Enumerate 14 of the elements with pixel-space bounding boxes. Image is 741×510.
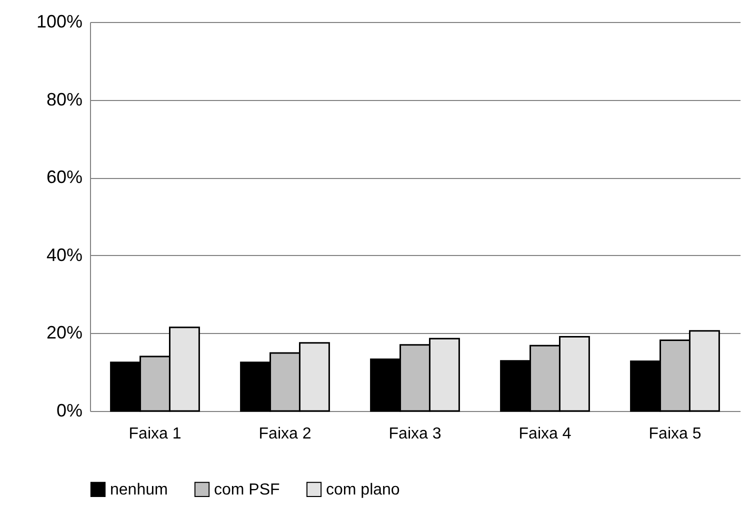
legend-label: com PSF	[214, 481, 280, 498]
x-tick-label: Faixa 2	[258, 426, 312, 442]
y-tick-label: 0%	[56, 400, 82, 420]
y-tick-label: 100%	[36, 12, 82, 32]
x-tick-label: Faixa 5	[648, 426, 702, 442]
x-tick-label: Faixa 1	[128, 426, 182, 442]
legend-label: nenhum	[110, 481, 168, 498]
legend-label: com plano	[326, 481, 400, 498]
y-tick-label: 80%	[46, 89, 82, 110]
y-tick-label: 20%	[46, 322, 82, 343]
x-tick-label: Faixa 4	[518, 426, 572, 442]
y-tick-label: 60%	[46, 167, 82, 188]
y-tick-label: 40%	[46, 244, 82, 265]
x-tick-label: Faixa 3	[388, 426, 442, 442]
